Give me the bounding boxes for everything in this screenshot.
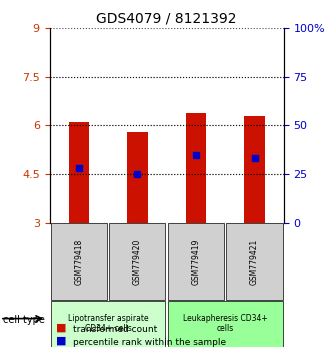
FancyBboxPatch shape [51,301,165,347]
FancyBboxPatch shape [168,301,282,347]
Text: GSM779421: GSM779421 [250,238,259,285]
Text: GSM779418: GSM779418 [74,238,83,285]
Text: Lipotransfer aspirate
CD34+ cells: Lipotransfer aspirate CD34+ cells [68,314,148,333]
FancyBboxPatch shape [168,223,224,300]
Text: ■: ■ [56,323,67,333]
Bar [127,132,148,223]
Text: Leukapheresis CD34+
cells: Leukapheresis CD34+ cells [183,314,268,333]
FancyBboxPatch shape [51,223,107,300]
Text: percentile rank within the sample: percentile rank within the sample [73,338,226,347]
Text: transformed count: transformed count [73,325,157,334]
Text: cell type: cell type [3,315,45,325]
Text: ■: ■ [56,336,67,346]
Bar [186,113,206,223]
Bar [69,122,89,223]
Bar [244,116,265,223]
FancyBboxPatch shape [109,223,165,300]
Text: GSM779420: GSM779420 [133,238,142,285]
Title: GDS4079 / 8121392: GDS4079 / 8121392 [96,12,237,26]
FancyBboxPatch shape [226,223,282,300]
Text: GSM779419: GSM779419 [191,238,200,285]
